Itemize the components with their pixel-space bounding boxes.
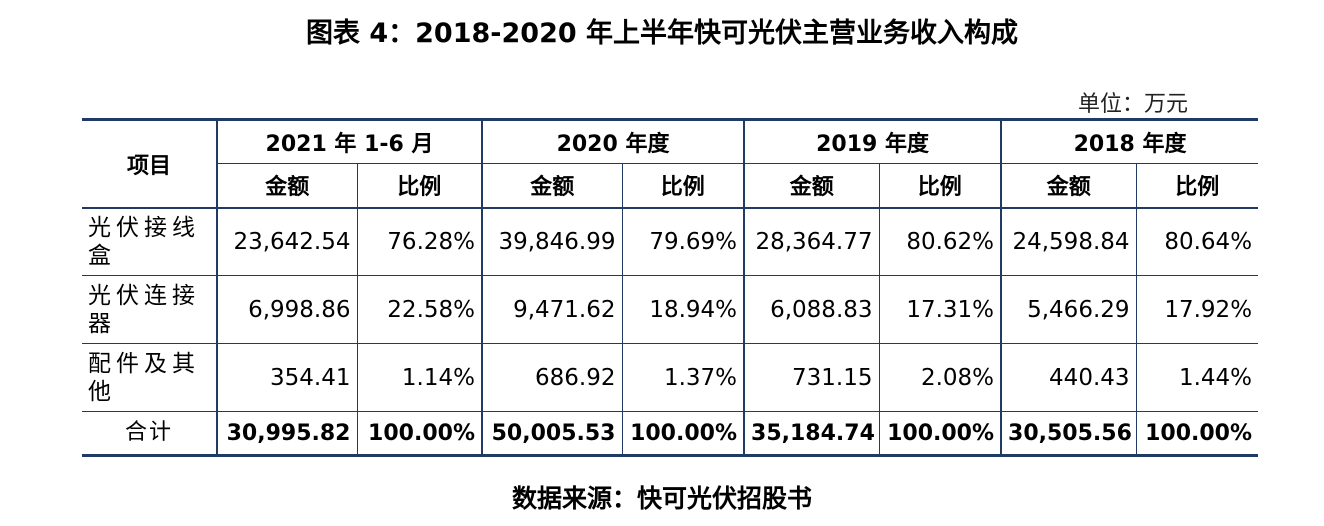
total-ratio-cell: 100.00%: [1136, 411, 1259, 457]
total-ratio-cell: 100.00%: [357, 411, 483, 457]
amount-cell: 24,598.84: [1001, 207, 1137, 276]
table-row: 光伏接线盒 23,642.54 76.28% 39,846.99 79.69% …: [82, 207, 1259, 276]
ratio-header: 比例: [879, 163, 1003, 209]
period-header: 2019 年度: [744, 118, 1003, 164]
total-amount-cell: 50,005.53: [482, 411, 623, 457]
total-amount-cell: 35,184.74: [744, 411, 880, 457]
chart-title: 图表 4：2018-2020 年上半年快可光伏主营业务收入构成: [305, 18, 1019, 49]
ratio-cell: 1.37%: [622, 343, 746, 412]
total-row: 合计 30,995.82 100.00% 50,005.53 100.00% 3…: [82, 411, 1259, 457]
amount-cell: 39,846.99: [482, 207, 623, 276]
amount-cell: 9,471.62: [482, 275, 623, 344]
total-label: 合计: [82, 411, 218, 457]
ratio-cell: 17.31%: [879, 275, 1003, 344]
total-ratio-cell: 100.00%: [622, 411, 746, 457]
table-row: 光伏连接器 6,998.86 22.58% 9,471.62 18.94% 6,…: [82, 275, 1259, 344]
ratio-cell: 1.44%: [1136, 343, 1259, 412]
amount-header: 金额: [744, 163, 880, 209]
amount-cell: 440.43: [1001, 343, 1137, 412]
row-name: 光伏连接器: [82, 275, 218, 344]
row-name: 配件及其他: [82, 343, 218, 412]
ratio-cell: 80.64%: [1136, 207, 1259, 276]
period-header: 2021 年 1-6 月: [217, 118, 483, 164]
table-row: 配件及其他 354.41 1.14% 686.92 1.37% 731.15 2…: [82, 343, 1259, 412]
item-header: 项目: [82, 118, 218, 209]
unit-label: 单位：万元: [1077, 92, 1188, 117]
ratio-cell: 76.28%: [357, 207, 483, 276]
total-ratio-cell: 100.00%: [879, 411, 1003, 457]
amount-header: 金额: [482, 163, 623, 209]
ratio-header: 比例: [357, 163, 483, 209]
amount-cell: 23,642.54: [217, 207, 358, 276]
total-amount-cell: 30,505.56: [1001, 411, 1137, 457]
amount-cell: 6,088.83: [744, 275, 880, 344]
ratio-cell: 2.08%: [879, 343, 1003, 412]
row-name: 光伏接线盒: [82, 207, 218, 276]
period-header: 2020 年度: [482, 118, 746, 164]
period-header: 2018 年度: [1001, 118, 1259, 164]
total-amount-cell: 30,995.82: [217, 411, 358, 457]
ratio-cell: 18.94%: [622, 275, 746, 344]
ratio-cell: 80.62%: [879, 207, 1003, 276]
amount-cell: 5,466.29: [1001, 275, 1137, 344]
amount-cell: 686.92: [482, 343, 623, 412]
ratio-cell: 22.58%: [357, 275, 483, 344]
ratio-cell: 17.92%: [1136, 275, 1259, 344]
amount-cell: 731.15: [744, 343, 880, 412]
ratio-header: 比例: [1136, 163, 1259, 209]
amount-header: 金额: [1001, 163, 1137, 209]
revenue-table: 项目 2021 年 1-6 月 2020 年度 2019 年度 2018 年度 …: [82, 118, 1259, 457]
amount-cell: 28,364.77: [744, 207, 880, 276]
ratio-cell: 79.69%: [622, 207, 746, 276]
amount-cell: 6,998.86: [217, 275, 358, 344]
ratio-cell: 1.14%: [357, 343, 483, 412]
amount-header: 金额: [217, 163, 358, 209]
data-source: 数据来源：快可光伏招股书: [511, 484, 812, 513]
ratio-header: 比例: [622, 163, 746, 209]
amount-cell: 354.41: [217, 343, 358, 412]
